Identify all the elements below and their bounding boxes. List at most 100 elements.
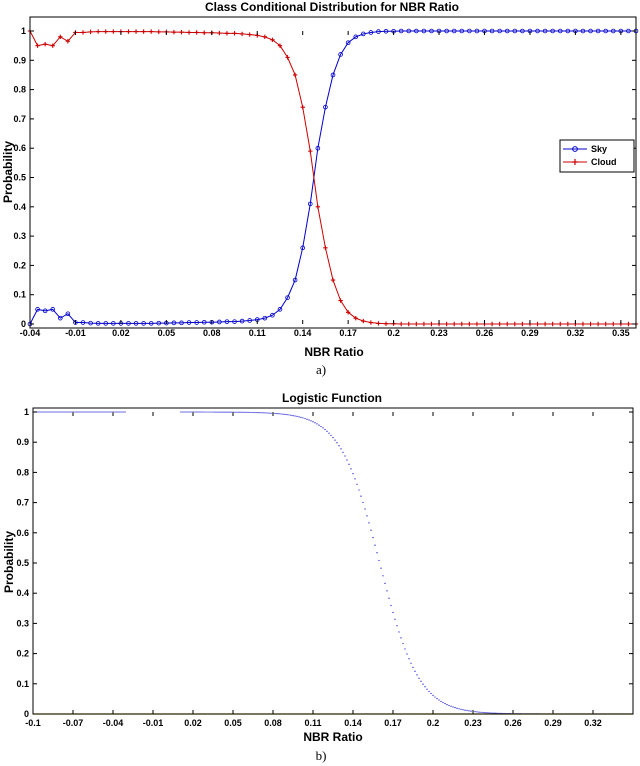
- logistic-point: [46, 411, 48, 413]
- series-sky-point: [270, 312, 275, 318]
- logistic-point: [270, 412, 272, 414]
- series-sky-point: [489, 28, 495, 34]
- logistic-point: [418, 677, 420, 679]
- logistic-point: [488, 712, 490, 714]
- logistic-point: [304, 417, 306, 420]
- series-cloud-point: [467, 321, 472, 327]
- chart-a-xtick-label: 0.02: [112, 328, 130, 338]
- logistic-point: [280, 413, 282, 415]
- logistic-point: [224, 411, 226, 413]
- chart-a: Class Conditional Distribution for NBR R…: [1, 0, 639, 377]
- logistic-point: [286, 414, 288, 416]
- logistic-point: [194, 411, 196, 413]
- logistic-point: [450, 705, 452, 707]
- series-sky-point: [300, 245, 306, 251]
- series-cloud-point: [270, 37, 275, 42]
- logistic-point: [400, 637, 402, 639]
- logistic-point: [60, 411, 62, 413]
- logistic-point: [212, 411, 214, 413]
- series-sky-point: [368, 30, 374, 35]
- logistic-point: [250, 411, 252, 414]
- chart-b-ytick-label: 0: [24, 709, 29, 719]
- series-cloud-point: [58, 34, 63, 40]
- logistic-point: [334, 439, 336, 441]
- chart-a-ticks: -0.04 -0.01 0.02 0.05 0.08 0.11 0.14 0.17 0.2 0.2…: [13, 26, 636, 338]
- logistic-point: [180, 411, 182, 413]
- logistic-point: [490, 712, 492, 714]
- logistic-point: [384, 582, 386, 585]
- series-cloud-point: [406, 321, 411, 327]
- logistic-point: [376, 552, 378, 554]
- logistic-point: [42, 411, 44, 413]
- logistic-point: [116, 411, 118, 413]
- logistic-point: [362, 501, 364, 504]
- logistic-point: [364, 508, 366, 510]
- series-sky-point: [315, 145, 321, 151]
- series-cloud-point: [179, 29, 184, 35]
- logistic-point: [476, 711, 478, 713]
- series-cloud-point: [141, 29, 146, 34]
- chart-b-xtick-label: 0.32: [584, 718, 602, 728]
- logistic-point: [326, 430, 328, 432]
- series-cloud-point: [171, 29, 177, 35]
- chart-b-caption: b): [316, 748, 327, 763]
- legend-sky-label: Sky: [591, 144, 607, 154]
- chart-b-xtick-label: 0.29: [544, 718, 562, 728]
- chart-b-ytick-label: 0.7: [16, 498, 29, 508]
- logistic-point: [436, 698, 438, 700]
- logistic-point: [92, 411, 94, 413]
- logistic-point: [470, 710, 472, 712]
- logistic-point: [434, 696, 436, 698]
- logistic-point: [492, 712, 494, 714]
- logistic-point: [300, 416, 302, 418]
- chart-b-xtick-label: 0.2: [427, 718, 440, 728]
- logistic-point: [342, 451, 344, 453]
- series-sky-point: [414, 28, 419, 34]
- logistic-point: [84, 411, 86, 413]
- logistic-point: [62, 411, 64, 413]
- chart-b-ytick-label: 0.3: [16, 618, 29, 628]
- logistic-point: [220, 411, 222, 413]
- chart-b-xtick-label: 0.11: [304, 718, 321, 728]
- series-cloud-point: [217, 30, 222, 36]
- logistic-point: [328, 432, 330, 434]
- chart-a-xtick-label: 0.29: [521, 328, 539, 338]
- logistic-point: [108, 411, 110, 413]
- chart-b-ytick-label: 1: [24, 407, 29, 417]
- series-sky-point: [80, 320, 86, 325]
- logistic-point: [244, 411, 246, 413]
- logistic-point: [432, 694, 434, 696]
- series-sky-point: [148, 321, 154, 326]
- logistic-point: [344, 455, 346, 457]
- chart-b-ytick-label: 0.2: [16, 649, 29, 659]
- chart-b-xtick-label: 0.02: [184, 718, 202, 728]
- logistic-point: [478, 711, 480, 713]
- series-sky-point: [474, 28, 480, 34]
- logistic-point: [356, 483, 358, 485]
- logistic-point: [276, 412, 278, 415]
- series-sky-point: [557, 28, 563, 34]
- logistic-point: [386, 590, 388, 592]
- chart-a-ytick-label: 0.1: [13, 290, 26, 300]
- logistic-point: [214, 411, 216, 413]
- logistic-point: [296, 415, 298, 417]
- chart-b-plot-frame: [32, 407, 634, 715]
- logistic-point: [260, 412, 262, 414]
- logistic-point: [404, 648, 406, 650]
- series-cloud-point: [232, 31, 237, 36]
- logistic-point: [366, 515, 368, 517]
- logistic-point: [222, 411, 224, 413]
- logistic-point: [348, 463, 350, 465]
- logistic-point: [322, 427, 324, 429]
- series-cloud-point: [558, 321, 563, 327]
- logistic-point: [184, 411, 186, 413]
- logistic-point: [352, 473, 354, 475]
- chart-a-ylabel: Probability: [1, 141, 15, 203]
- series-sky-point: [323, 104, 328, 110]
- series-cloud-point: [323, 245, 328, 251]
- series-sky-point: [345, 40, 351, 46]
- logistic-point: [394, 618, 396, 620]
- chart-b-ticks: -0.1 -0.07 -0.04 -0.01 0.02 0.05 0.08 0.11 0.14 0…: [16, 407, 633, 728]
- logistic-point: [226, 411, 228, 413]
- logistic-point: [248, 411, 250, 413]
